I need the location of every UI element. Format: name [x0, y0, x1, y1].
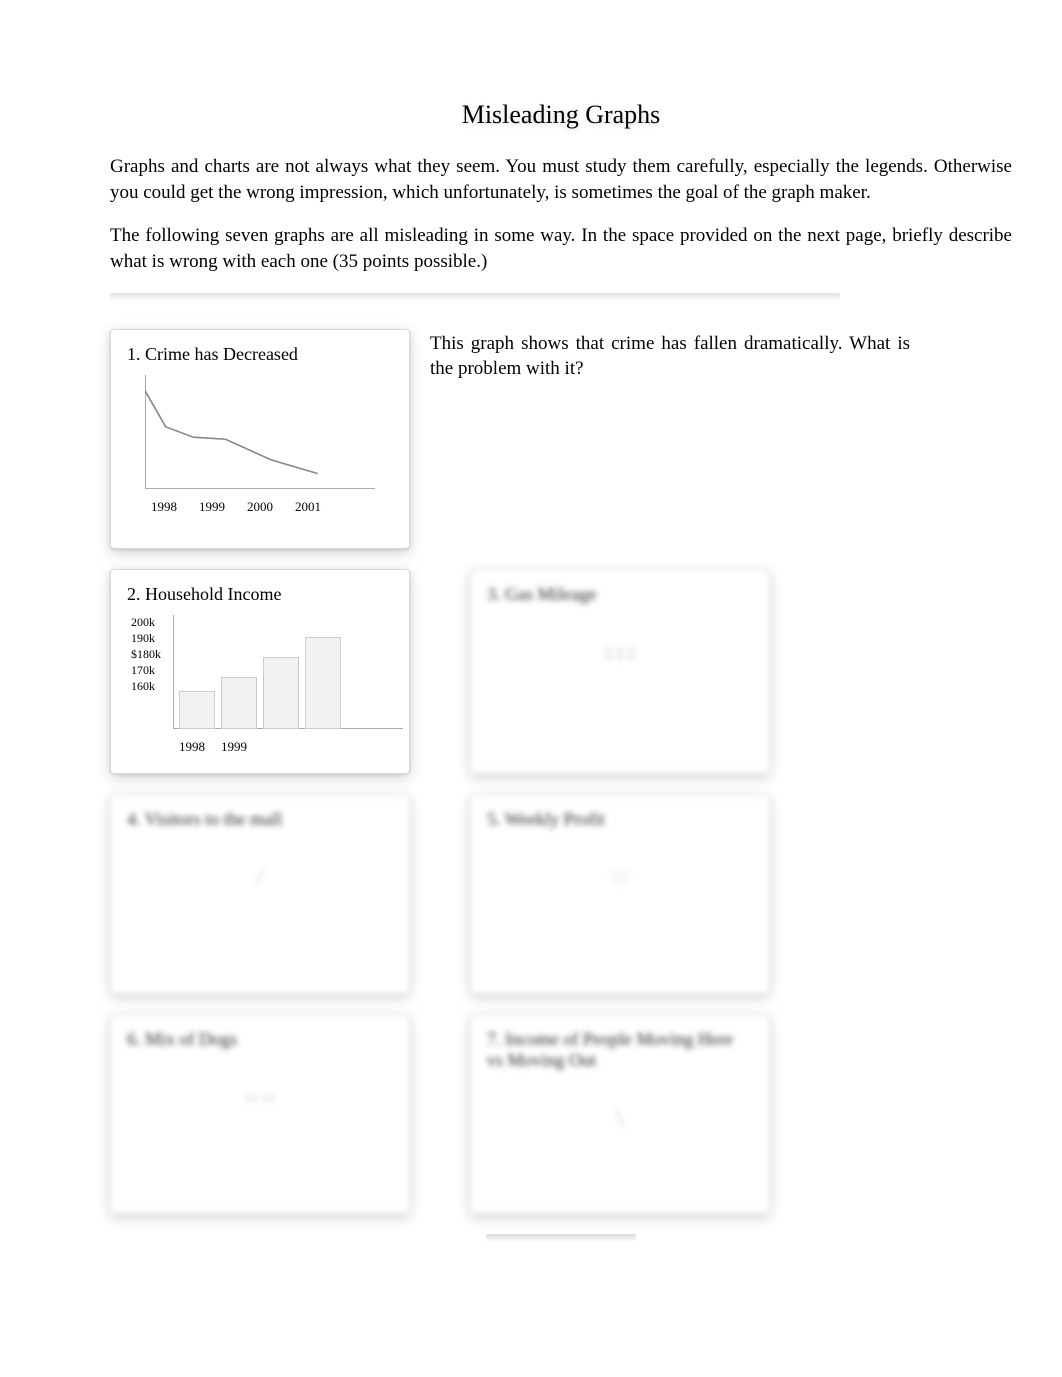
yticks-income: 200k190k$180k170k160k — [131, 615, 161, 694]
line-chart-svg — [145, 375, 375, 489]
panel-dogs-title: 6. Mix of Dogs — [127, 1029, 393, 1050]
placeholder-chart: ▭ ▭ — [127, 1060, 393, 1137]
panel-moving-title: 7. Income of People Moving Here vs Movin… — [487, 1029, 753, 1071]
axis-y-income — [173, 615, 174, 729]
row-1: 1. Crime has Decreased 1998199920002001 … — [110, 329, 1012, 549]
ytick-label: $180k — [131, 647, 161, 662]
page-bottom-shadow — [486, 1234, 636, 1242]
placeholder-chart: | | | — [487, 840, 753, 916]
bars-income — [179, 637, 341, 729]
divider — [110, 293, 840, 301]
xtick-label: 1999 — [215, 739, 253, 755]
panel-income-title: 2. Household Income — [127, 584, 393, 605]
panel-weekly-profit: 5. Weekly Profit | | | — [470, 794, 770, 994]
row-2: 2. Household Income 200k190k$180k170k160… — [110, 569, 1012, 774]
chart-income: 200k190k$180k170k160k 19981999 — [173, 615, 403, 755]
panel-visitors-title: 4. Visitors to the mall — [127, 809, 393, 830]
panel-visitors: 4. Visitors to the mall ╱ — [110, 794, 410, 994]
chart-crime: 1998 1999 2000 2001 — [145, 375, 375, 515]
panel-crime-title: 1. Crime has Decreased — [127, 344, 393, 365]
bar — [179, 691, 215, 729]
panel-moving: 7. Income of People Moving Here vs Movin… — [470, 1014, 770, 1214]
ytick-label: 200k — [131, 615, 161, 630]
ytick-label: 190k — [131, 631, 161, 646]
panel-income: 2. Household Income 200k190k$180k170k160… — [110, 569, 410, 774]
bar — [263, 657, 299, 729]
bar — [305, 637, 341, 729]
xtick-label: 1999 — [193, 499, 231, 515]
question-1: This graph shows that crime has fallen d… — [430, 329, 910, 549]
intro-paragraph-2: The following seven graphs are all misle… — [110, 223, 1012, 274]
row-3: 4. Visitors to the mall ╱ 5. Weekly Prof… — [110, 794, 1012, 994]
placeholder-chart: ▯ ▯ ▯ — [487, 615, 753, 692]
panel-dogs: 6. Mix of Dogs ▭ ▭ — [110, 1014, 410, 1214]
row-4: 6. Mix of Dogs ▭ ▭ 7. Income of People M… — [110, 1014, 1012, 1214]
xtick-label: 1998 — [173, 739, 211, 755]
panel-gas-mileage: 3. Gas Mileage ▯ ▯ ▯ — [470, 569, 770, 774]
bar — [221, 677, 257, 729]
intro-paragraph-1: Graphs and charts are not always what th… — [110, 154, 1012, 205]
ytick-label: 170k — [131, 663, 161, 678]
panel-profit-title: 5. Weekly Profit — [487, 809, 753, 830]
placeholder-chart: ╱ — [127, 840, 393, 917]
xtick-label: 1998 — [145, 499, 183, 515]
panel-gas-title: 3. Gas Mileage — [487, 584, 753, 605]
xticks-income: 19981999 — [173, 739, 253, 755]
page-title: Misleading Graphs — [110, 100, 1012, 130]
placeholder-chart: ╲ — [487, 1081, 753, 1158]
xticks-crime: 1998 1999 2000 2001 — [145, 499, 327, 515]
panel-crime: 1. Crime has Decreased 1998 1999 2000 2001 — [110, 329, 410, 549]
ytick-label: 160k — [131, 679, 161, 694]
xtick-label: 2000 — [241, 499, 279, 515]
xtick-label: 2001 — [289, 499, 327, 515]
